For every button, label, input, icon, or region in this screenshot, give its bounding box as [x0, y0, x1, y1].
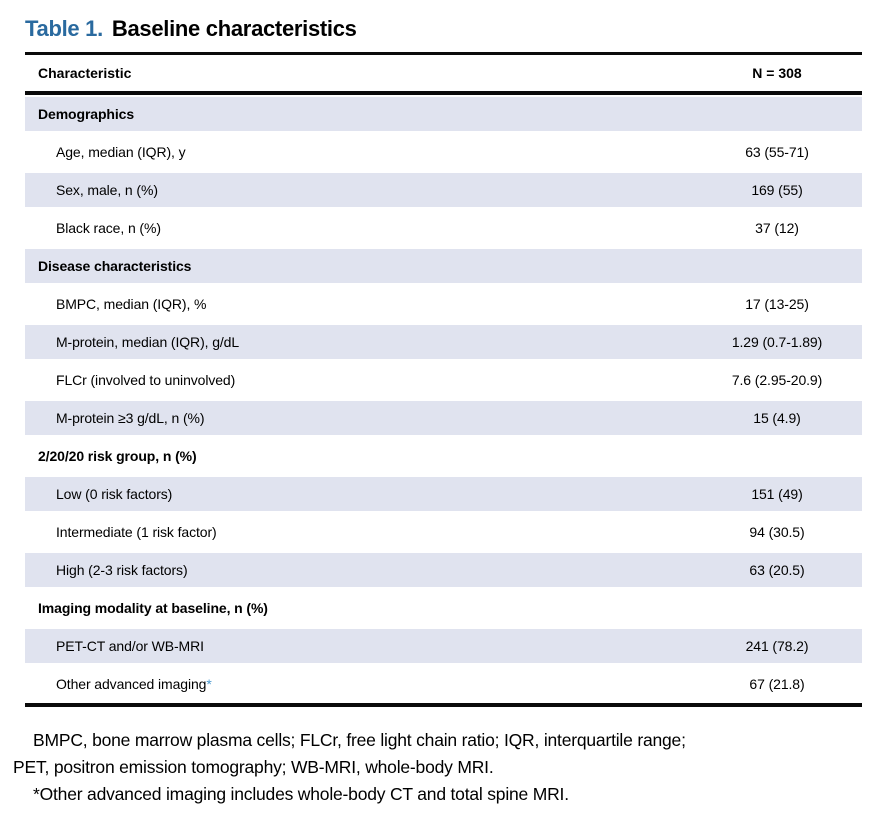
table-row: FLCr (involved to uninvolved) 7.6 (2.95-…: [25, 361, 862, 399]
table-row: Imaging modality at baseline, n (%): [25, 589, 862, 627]
row-value: 63 (55-71): [745, 144, 809, 160]
table-row: Sex, male, n (%) 169 (55): [25, 171, 862, 209]
header-characteristic: Characteristic: [38, 65, 132, 81]
table-row: Demographics: [25, 95, 862, 133]
row-value: 1.29 (0.7-1.89): [731, 334, 823, 350]
row-value: 63 (20.5): [749, 562, 805, 578]
row-value: 67 (21.8): [749, 676, 805, 692]
table-title: Baseline characteristics: [111, 16, 357, 41]
footnotes: BMPC, bone marrow plasma cells; FLCr, fr…: [13, 727, 873, 808]
row-label: M-protein ≥3 g/dL, n (%): [56, 410, 205, 426]
row-label: PET-CT and/or WB-MRI: [56, 638, 204, 654]
row-value: 169 (55): [751, 182, 803, 198]
table-header-row: Characteristic N = 308: [25, 55, 862, 91]
row-label: FLCr (involved to uninvolved): [56, 372, 236, 388]
row-value: 241 (78.2): [745, 638, 809, 654]
header-rule: [25, 91, 862, 95]
table-row: M-protein ≥3 g/dL, n (%) 15 (4.9): [25, 399, 862, 437]
abbreviations-note-line1: BMPC, bone marrow plasma cells; FLCr, fr…: [33, 730, 686, 750]
row-label: Sex, male, n (%): [56, 182, 158, 198]
bottom-rule: [25, 703, 862, 707]
row-label: Low (0 risk factors): [56, 486, 173, 502]
table-number-label: Table 1.: [25, 16, 103, 41]
row-value: 7.6 (2.95-20.9): [731, 372, 823, 388]
row-label: Black race, n (%): [56, 220, 161, 236]
row-label: BMPC, median (IQR), %: [56, 296, 207, 312]
row-value: 37 (12): [755, 220, 799, 236]
header-n: N = 308: [752, 65, 802, 81]
table-row: BMPC, median (IQR), % 17 (13-25): [25, 285, 862, 323]
row-label: Demographics: [38, 106, 135, 122]
row-label: Disease characteristics: [38, 258, 192, 274]
table-row: High (2-3 risk factors) 63 (20.5): [25, 551, 862, 589]
row-label: Other advanced imaging*: [56, 676, 212, 692]
row-value: 15 (4.9): [753, 410, 801, 426]
row-label: Imaging modality at baseline, n (%): [38, 600, 268, 616]
table-row: PET-CT and/or WB-MRI 241 (78.2): [25, 627, 862, 665]
top-rule: [25, 52, 862, 55]
table-row: Low (0 risk factors) 151 (49): [25, 475, 862, 513]
table-row: Age, median (IQR), y 63 (55-71): [25, 133, 862, 171]
asterisk-marker: *: [206, 676, 212, 692]
table-caption: Table 1. Baseline characteristics: [25, 16, 862, 42]
table-row: Black race, n (%) 37 (12): [25, 209, 862, 247]
table-row: M-protein, median (IQR), g/dL 1.29 (0.7-…: [25, 323, 862, 361]
table-row: 2/20/20 risk group, n (%): [25, 437, 862, 475]
abbreviations-note-line2: PET, positron emission tomography; WB-MR…: [13, 757, 494, 777]
table-body: Demographics Age, median (IQR), y 63 (55…: [25, 95, 862, 703]
table-row: Other advanced imaging* 67 (21.8): [25, 665, 862, 703]
asterisk-note: *Other advanced imaging includes whole-b…: [33, 784, 569, 804]
row-label: 2/20/20 risk group, n (%): [38, 448, 197, 464]
row-label: Age, median (IQR), y: [56, 144, 186, 160]
row-label: M-protein, median (IQR), g/dL: [56, 334, 240, 350]
row-value: 17 (13-25): [745, 296, 809, 312]
row-value: 94 (30.5): [749, 524, 805, 540]
row-value: 151 (49): [751, 486, 803, 502]
table-row: Disease characteristics: [25, 247, 862, 285]
row-label: High (2-3 risk factors): [56, 562, 188, 578]
table-row: Intermediate (1 risk factor) 94 (30.5): [25, 513, 862, 551]
row-label: Intermediate (1 risk factor): [56, 524, 217, 540]
